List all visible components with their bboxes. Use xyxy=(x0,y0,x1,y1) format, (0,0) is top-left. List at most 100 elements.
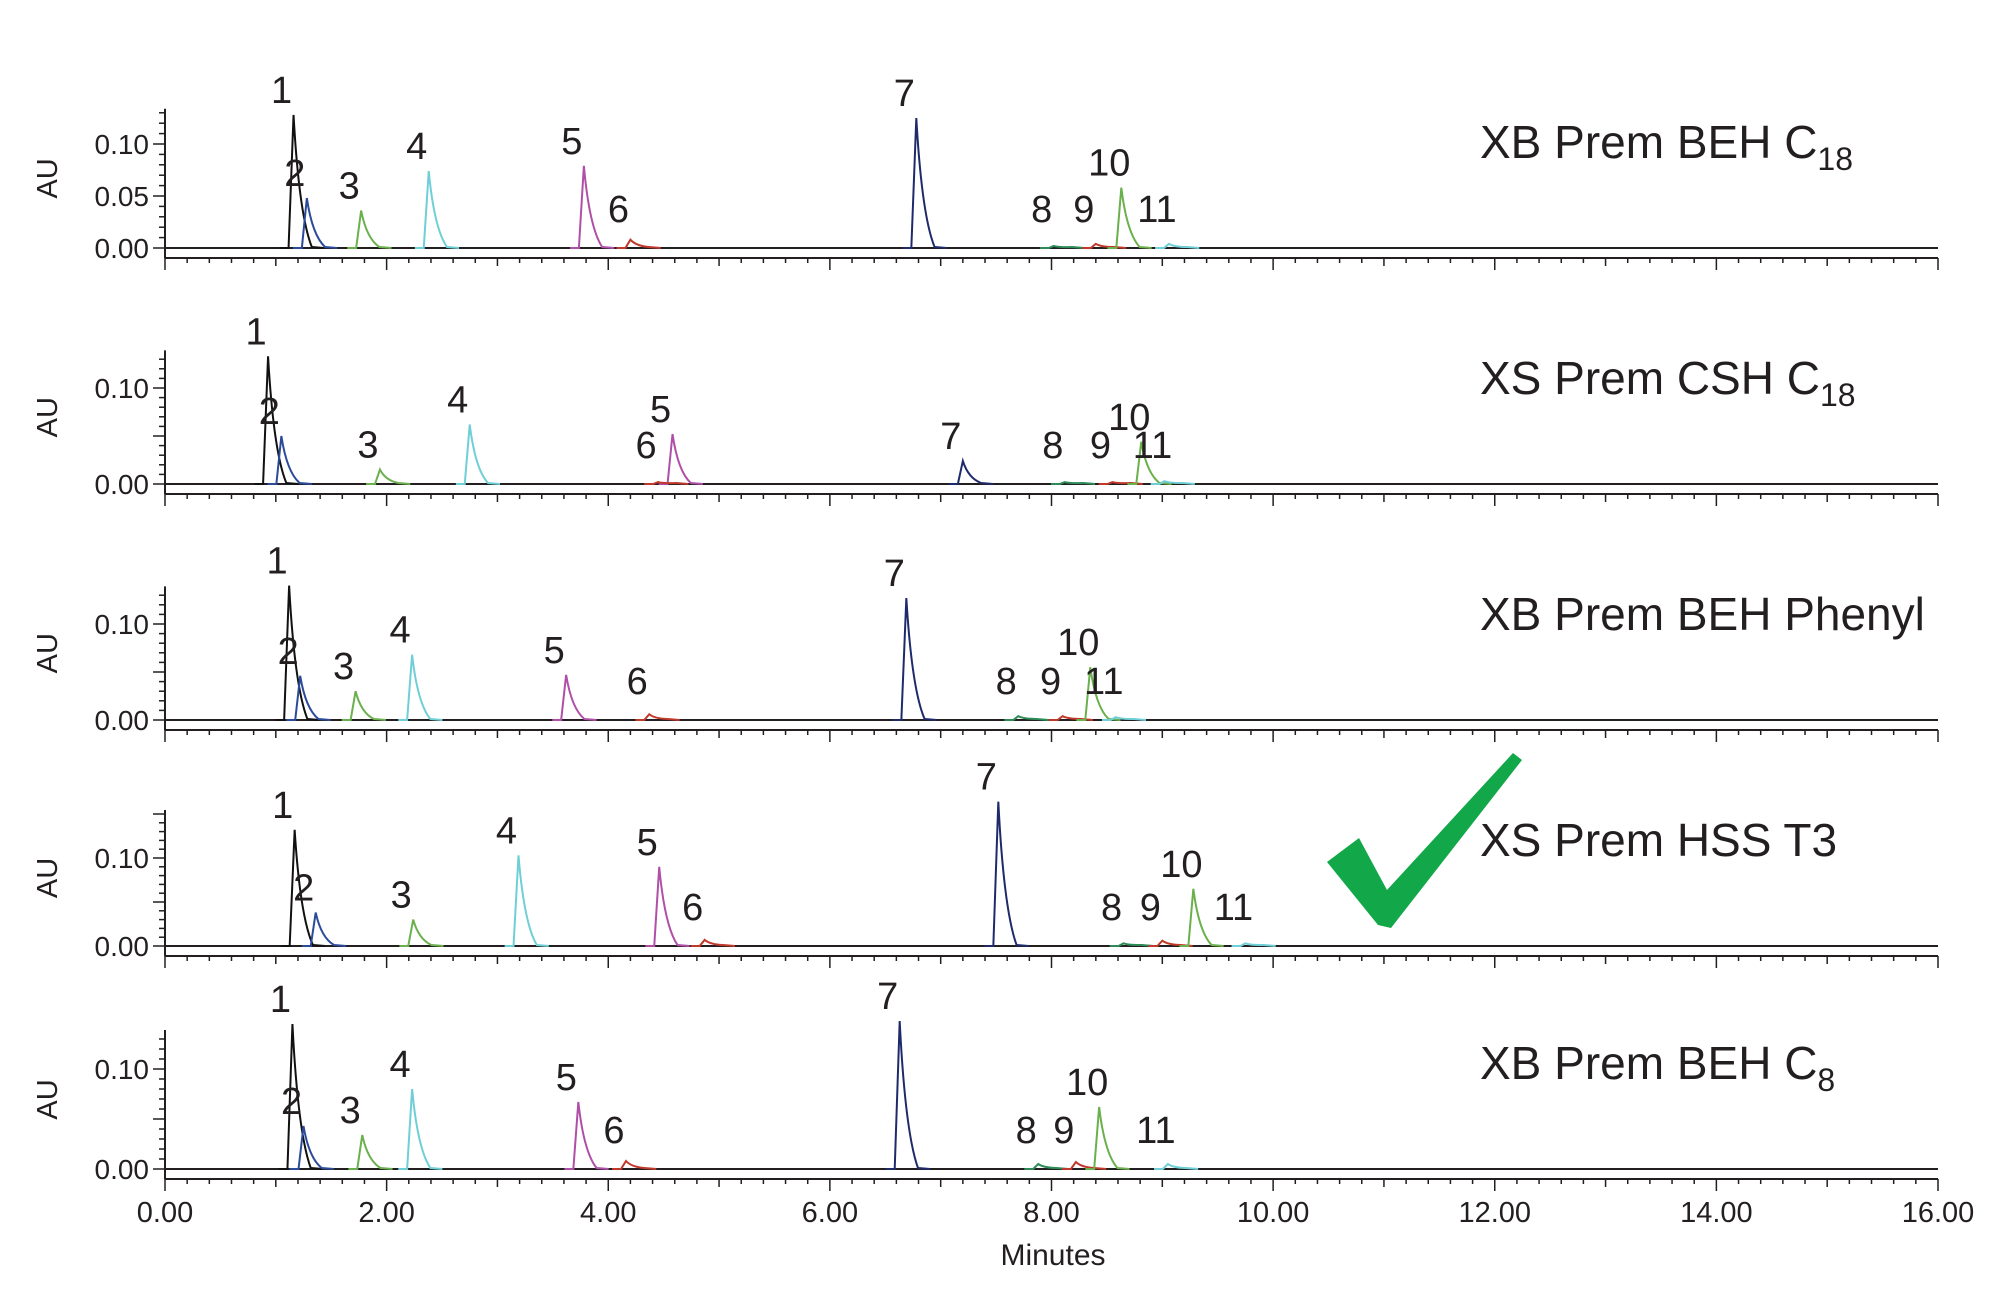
peak-label-9: 9 xyxy=(1040,661,1061,703)
y-tick-label: 0.10 xyxy=(95,129,150,160)
peak-label-2: 2 xyxy=(293,868,314,910)
column-name: XS Prem CSH C18 xyxy=(1480,352,1856,413)
peak-8 xyxy=(1039,244,1085,249)
peak-4 xyxy=(455,424,501,485)
check-mark-icon xyxy=(1327,753,1522,928)
peak-label-8: 8 xyxy=(1016,1110,1037,1152)
peak-10 xyxy=(1107,187,1152,249)
peak-label-2: 2 xyxy=(259,391,280,433)
y-axis-label: AU xyxy=(32,858,64,898)
peak-label-5: 5 xyxy=(650,389,671,431)
peak-4 xyxy=(398,1088,443,1170)
peak-7 xyxy=(948,457,994,485)
peak-1 xyxy=(278,1023,323,1170)
peak-label-1: 1 xyxy=(270,979,291,1021)
peak-3 xyxy=(347,210,392,249)
x-axis-label: Minutes xyxy=(1000,1239,1105,1272)
y-tick-label: 0.10 xyxy=(95,373,150,404)
y-tick-label: 0.10 xyxy=(95,609,150,640)
peak-1 xyxy=(279,114,324,249)
peak-label-7: 7 xyxy=(940,416,961,458)
peak-8 xyxy=(1004,714,1049,721)
peak-7 xyxy=(984,801,1029,947)
column-name-subscript: 8 xyxy=(1817,1062,1835,1098)
y-tick-label: 0.00 xyxy=(95,931,150,962)
x-tick-label: 4.00 xyxy=(580,1197,636,1229)
y-tick-label: 0.00 xyxy=(95,1154,150,1185)
column-name-subscript: 18 xyxy=(1820,377,1856,413)
peak-label-1: 1 xyxy=(267,541,288,583)
peak-label-7: 7 xyxy=(976,757,997,799)
peak-label-7: 7 xyxy=(894,73,915,115)
peak-11 xyxy=(1154,1162,1199,1170)
peak-label-3: 3 xyxy=(333,646,354,688)
column-name: XS Prem HSS T3 xyxy=(1480,814,1837,866)
peak-label-6: 6 xyxy=(608,189,629,231)
peak-2 xyxy=(286,675,331,721)
column-name-main: XS Prem CSH C xyxy=(1480,352,1820,404)
peak-1 xyxy=(254,356,299,485)
peak-1 xyxy=(275,585,320,721)
peak-label-5: 5 xyxy=(544,630,565,672)
peak-6 xyxy=(616,237,661,249)
peak-3 xyxy=(341,690,386,721)
peak-label-11: 11 xyxy=(1136,1110,1175,1152)
peak-label-8: 8 xyxy=(1101,887,1122,929)
peak-8 xyxy=(1024,1162,1069,1170)
check-mark-shape xyxy=(1327,753,1522,928)
peak-11 xyxy=(1155,242,1200,249)
y-tick-label: 0.00 xyxy=(95,705,150,736)
peak-2 xyxy=(301,912,347,947)
peak-label-4: 4 xyxy=(390,1044,411,1086)
peak-label-10: 10 xyxy=(1108,397,1150,439)
column-name-main: XS Prem HSS T3 xyxy=(1480,814,1837,866)
column-name: XB Prem BEH C18 xyxy=(1480,116,1853,177)
peak-11 xyxy=(1231,942,1276,947)
peak-label-3: 3 xyxy=(340,1090,361,1132)
peak-6 xyxy=(644,481,689,485)
peak-label-7: 7 xyxy=(877,976,898,1018)
column-name: XB Prem BEH Phenyl xyxy=(1480,588,1925,640)
peak-3 xyxy=(348,1134,393,1170)
peak-2 xyxy=(289,1125,334,1170)
peak-9 xyxy=(1062,1160,1107,1170)
peak-4 xyxy=(398,654,443,721)
peak-5 xyxy=(564,1101,609,1170)
peak-label-6: 6 xyxy=(627,661,648,703)
peak-label-10: 10 xyxy=(1066,1062,1108,1104)
peak-8 xyxy=(1050,481,1096,485)
peak-label-4: 4 xyxy=(406,126,427,168)
peak-label-3: 3 xyxy=(391,875,412,917)
peak-4 xyxy=(414,170,460,249)
peak-9 xyxy=(1048,714,1093,721)
peak-5 xyxy=(645,866,690,947)
peak-label-11: 11 xyxy=(1084,661,1123,703)
column-name-subscript: 18 xyxy=(1817,141,1853,177)
peak-label-5: 5 xyxy=(556,1057,577,1099)
x-tick-label: 14.00 xyxy=(1680,1197,1753,1229)
x-tick-label: 2.00 xyxy=(358,1197,414,1229)
y-axis-label: AU xyxy=(32,1079,64,1119)
peak-6 xyxy=(690,938,736,947)
peak-label-10: 10 xyxy=(1057,622,1099,664)
peak-label-3: 3 xyxy=(357,425,378,467)
peak-11 xyxy=(1150,480,1195,485)
x-tick-label: 0.00 xyxy=(137,1197,193,1229)
peak-11 xyxy=(1101,716,1147,721)
y-axis-label: AU xyxy=(32,633,64,673)
peak-label-5: 5 xyxy=(637,822,658,864)
peak-label-8: 8 xyxy=(1042,425,1063,467)
peak-6 xyxy=(612,1159,657,1170)
peak-10 xyxy=(1179,888,1224,947)
peak-7 xyxy=(885,1020,931,1170)
peak-5 xyxy=(570,165,615,249)
x-tick-label: 16.00 xyxy=(1902,1197,1975,1229)
peak-5 xyxy=(658,433,703,485)
peak-7 xyxy=(892,598,937,721)
peak-label-10: 10 xyxy=(1160,844,1202,886)
peak-label-11: 11 xyxy=(1214,887,1253,929)
